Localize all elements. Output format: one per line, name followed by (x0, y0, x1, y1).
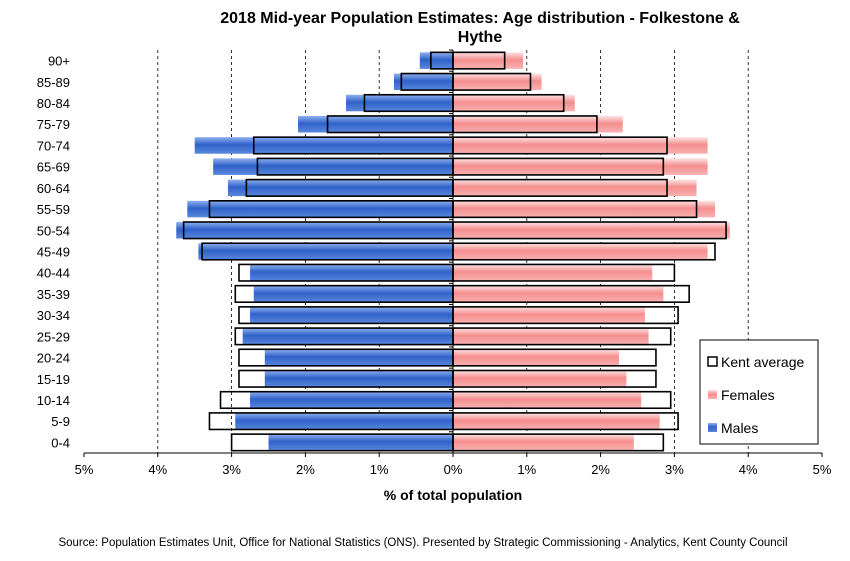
female-bar (453, 137, 708, 154)
male-bar (298, 115, 453, 133)
male-bar (264, 349, 453, 366)
female-bar (453, 200, 715, 218)
y-tick-labels: 90+ 85-89 80-84 75-79 70-74 65-69 60-64 55-59 50… (37, 49, 453, 450)
y-tick-label: 45-49 (37, 245, 70, 260)
y-tick-label: 40-44 (37, 266, 70, 281)
x-tick-label: 2% (591, 462, 610, 477)
male-bar (419, 52, 453, 69)
y-tick-label: 15-19 (37, 372, 70, 387)
female-bar (453, 115, 623, 133)
female-bar (453, 52, 524, 69)
male-bar (198, 243, 453, 260)
x-tick-labels: 5% 4% 3% 2% 1% 0% 1% 2% 3% 4% 5% (75, 453, 832, 477)
female-bar (453, 94, 575, 112)
female-bar (453, 179, 697, 197)
legend-label-females: Females (721, 387, 775, 403)
x-tick-label: 4% (148, 462, 167, 477)
y-tick-label: 60-64 (37, 181, 70, 196)
x-tick-label: 0% (444, 462, 463, 477)
female-bar (453, 349, 620, 366)
y-tick-label: 20-24 (37, 351, 70, 366)
legend-swatch-males (708, 423, 717, 432)
chart-title-line-2: Hythe (458, 29, 503, 46)
female-bar (453, 158, 708, 175)
x-tick-label: 3% (665, 462, 684, 477)
y-tick-label: 10-14 (37, 393, 70, 408)
female-bar (453, 306, 645, 324)
y-tick-label: 85-89 (37, 75, 70, 90)
legend-swatch-kent-average (707, 356, 718, 367)
female-bar (453, 264, 653, 281)
y-tick-label: 35-39 (37, 287, 70, 302)
legend: Kent average Females Males (699, 339, 819, 445)
y-tick-label: 25-29 (37, 329, 70, 344)
x-tick-label: 3% (222, 462, 241, 477)
female-bar (453, 328, 649, 345)
y-tick-label: 30-34 (37, 308, 70, 323)
male-bar (227, 179, 453, 197)
female-bar (453, 391, 642, 409)
chart-title-line-1: 2018 Mid-year Population Estimates: Age … (220, 10, 740, 27)
male-bar (194, 137, 453, 154)
female-bar (453, 370, 627, 388)
x-tick-label: 5% (813, 462, 832, 477)
male-bar (393, 73, 453, 91)
male-bar (250, 306, 453, 324)
x-tick-label: 1% (517, 462, 536, 477)
male-bar (187, 200, 453, 218)
female-bar (453, 222, 730, 239)
y-tick-label: 50-54 (37, 223, 70, 238)
x-axis-label: % of total population (384, 487, 522, 503)
y-tick-label: 80-84 (37, 96, 70, 111)
y-tick-label: 0-4 (51, 435, 70, 450)
male-bar (268, 434, 453, 451)
male-bar (235, 412, 453, 430)
x-tick-label: 4% (739, 462, 758, 477)
male-bar (264, 370, 453, 388)
male-bar (213, 158, 453, 175)
female-bar (453, 243, 708, 260)
legend-label-kent-average: Kent average (721, 354, 804, 370)
female-bar (453, 434, 634, 451)
legend-swatch-females (708, 390, 717, 399)
bars (176, 52, 730, 451)
male-bar (345, 94, 453, 112)
female-bar (453, 285, 664, 303)
y-tick-label: 90+ (48, 54, 70, 69)
male-bar (250, 391, 453, 409)
female-bar (453, 412, 660, 430)
male-bar (242, 328, 453, 345)
y-tick-label: 70-74 (37, 138, 70, 153)
source-note: Source: Population Estimates Unit, Offic… (58, 537, 787, 549)
x-tick-label: 5% (75, 462, 94, 477)
female-bar (453, 73, 542, 91)
male-bar (250, 264, 453, 281)
male-bar (253, 285, 453, 303)
y-tick-label: 55-59 (37, 202, 70, 217)
legend-box (699, 339, 819, 445)
y-tick-label: 75-79 (37, 117, 70, 132)
x-tick-label: 2% (296, 462, 315, 477)
x-tick-label: 1% (370, 462, 389, 477)
y-tick-label: 5-9 (51, 414, 70, 429)
male-bar (176, 222, 453, 239)
legend-label-males: Males (721, 420, 758, 436)
y-tick-label: 65-69 (37, 160, 70, 175)
